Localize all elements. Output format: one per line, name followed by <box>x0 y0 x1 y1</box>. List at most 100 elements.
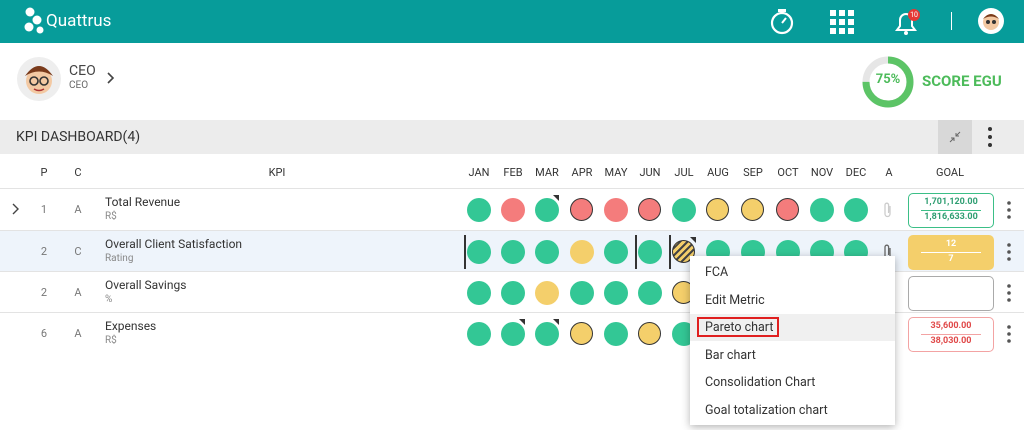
apps-icon[interactable] <box>830 10 854 34</box>
status-cell[interactable] <box>638 280 662 305</box>
timer-icon[interactable] <box>768 6 798 36</box>
status-cell[interactable] <box>570 198 593 221</box>
status-cell[interactable] <box>638 239 662 264</box>
status-cell[interactable] <box>501 280 525 305</box>
kpi-unit: R$ <box>105 211 117 222</box>
menu-selection-box <box>697 317 779 337</box>
col-header: AUG <box>707 166 729 179</box>
status-cell[interactable] <box>844 198 868 222</box>
col-header: P <box>40 166 48 179</box>
status-cell[interactable] <box>604 321 628 346</box>
goal-value: 12 <box>945 238 957 249</box>
class: A <box>74 326 82 340</box>
goal-box: 1,701,120.00 1,816,633.00 <box>908 193 994 228</box>
col-header: MAY <box>604 166 628 179</box>
status-cell[interactable] <box>638 198 661 221</box>
kpi-unit: Rating <box>105 252 134 264</box>
collapse-button[interactable] <box>938 120 972 154</box>
priority: 2 <box>40 285 48 299</box>
section-menu[interactable] <box>985 126 995 148</box>
col-header: OCT <box>777 166 799 179</box>
divider <box>951 12 952 30</box>
score-ring <box>862 56 914 108</box>
col-header: KPI <box>268 166 286 179</box>
status-cell[interactable] <box>604 280 628 305</box>
status-cell[interactable] <box>604 239 628 264</box>
goal-divider <box>921 251 981 253</box>
row-menu[interactable] <box>1004 200 1014 224</box>
cell-flag <box>690 236 696 243</box>
col-header: SEP <box>743 166 763 179</box>
status-cell[interactable] <box>535 239 559 264</box>
row-menu[interactable] <box>1004 242 1014 266</box>
goal-value: 1,701,120.00 <box>924 197 978 207</box>
menu-item[interactable]: Edit Metric <box>705 292 765 308</box>
status-cell[interactable] <box>467 198 491 222</box>
goal-box <box>908 275 994 311</box>
status-cell[interactable] <box>501 321 525 346</box>
col-header: APR <box>571 166 593 179</box>
status-cell[interactable] <box>776 198 799 221</box>
menu-item[interactable]: Goal totalization chart <box>705 402 828 418</box>
row-menu[interactable] <box>1004 324 1014 348</box>
status-cell[interactable] <box>570 280 594 305</box>
cell-flag <box>519 318 525 325</box>
status-cell[interactable] <box>706 198 729 221</box>
goal-divider <box>921 333 981 335</box>
status-cell[interactable] <box>535 321 559 346</box>
col-header: MAR <box>535 166 559 179</box>
profile-chevron[interactable] <box>106 72 116 84</box>
col-header: JUN <box>639 166 661 179</box>
status-cell[interactable] <box>672 239 695 263</box>
status-cell[interactable] <box>570 321 593 345</box>
goal-box: 35,600.00 38,030.00 <box>908 316 994 352</box>
bell-icon[interactable] <box>892 8 920 36</box>
cell-marker <box>635 234 637 269</box>
priority: 6 <box>40 326 48 340</box>
menu-item[interactable]: Pareto chart <box>705 320 774 335</box>
kpi-name: Total Revenue <box>105 195 181 209</box>
user-avatar[interactable] <box>977 7 1005 35</box>
status-cell[interactable] <box>501 239 525 264</box>
menu-item[interactable]: Consolidation Chart <box>705 375 816 390</box>
class: C <box>74 244 82 258</box>
status-cell[interactable] <box>570 239 594 264</box>
kpi-row[interactable]: 1 A Total Revenue R$ 1,701,120.00 1,816,633.0… <box>0 188 1024 231</box>
score-arc <box>862 56 914 108</box>
status-cell[interactable] <box>638 321 661 345</box>
status-cell[interactable] <box>467 321 491 346</box>
section-bar: KPI DASHBOARD(4) <box>0 120 1024 154</box>
status-cell[interactable] <box>467 239 491 264</box>
col-header: FEB <box>503 166 523 179</box>
menu-item[interactable]: FCA <box>705 265 729 280</box>
notification-badge: 10 <box>908 9 920 21</box>
status-cell[interactable] <box>810 198 834 222</box>
kpi-unit: % <box>105 293 113 305</box>
status-cell[interactable] <box>672 198 696 222</box>
section-title: KPI DASHBOARD(4) <box>16 129 141 145</box>
row-menu[interactable] <box>1004 283 1014 307</box>
profile-role: CEO <box>69 80 89 91</box>
col-header: NOV <box>810 166 834 179</box>
context-menu: FCA Edit Metric Pareto chart Bar chart Conso… <box>690 256 895 425</box>
kpi-unit: R$ <box>105 334 117 346</box>
priority: 2 <box>40 244 48 258</box>
goal-value: 1,816,633.00 <box>924 212 978 222</box>
status-cell[interactable] <box>501 198 525 222</box>
class: A <box>74 285 82 299</box>
menu-item[interactable]: Bar chart <box>705 347 756 363</box>
class: A <box>74 203 82 216</box>
kpi-name: Overall Client Satisfaction <box>105 236 243 251</box>
status-cell[interactable] <box>604 198 628 222</box>
status-cell[interactable] <box>535 280 559 305</box>
goal-value: 38,030.00 <box>930 335 972 346</box>
status-cell[interactable] <box>467 280 491 305</box>
profile-avatar <box>17 57 61 101</box>
status-cell[interactable] <box>535 198 559 222</box>
attachment[interactable] <box>883 202 893 222</box>
cell-flag <box>553 195 559 201</box>
status-cell[interactable] <box>741 198 764 221</box>
priority: 1 <box>40 203 48 216</box>
kpi-name: Expenses <box>105 318 157 333</box>
